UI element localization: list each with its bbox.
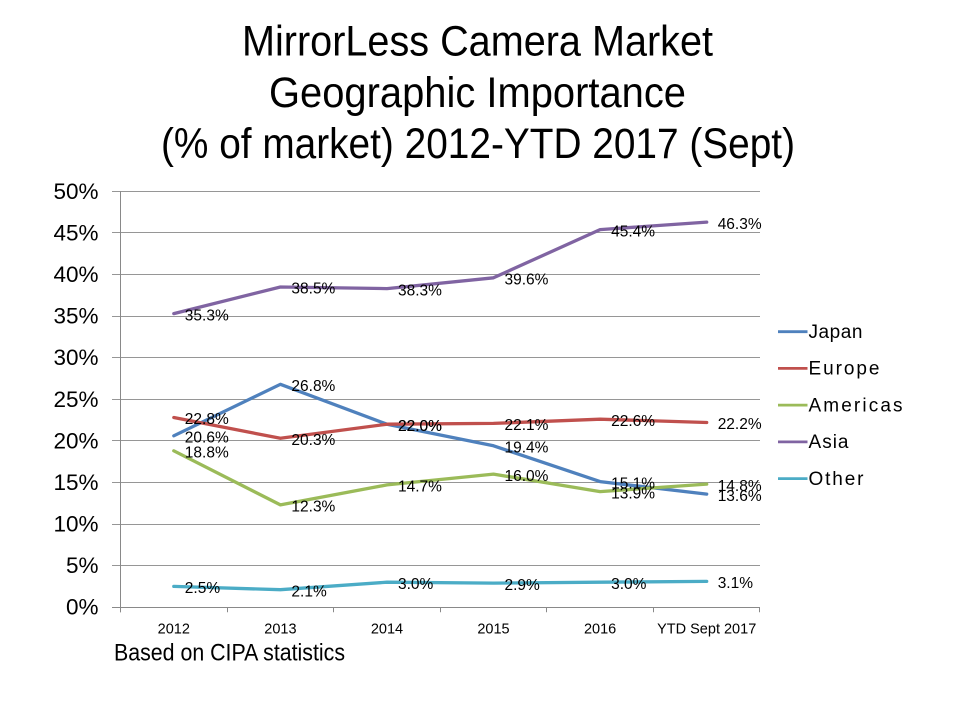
svg-text:2.9%: 2.9% xyxy=(505,577,541,594)
svg-text:22.6%: 22.6% xyxy=(611,413,655,430)
svg-text:14.7%: 14.7% xyxy=(398,479,442,496)
svg-text:46.3%: 46.3% xyxy=(718,216,762,233)
svg-text:30%: 30% xyxy=(53,345,98,370)
svg-text:18.8%: 18.8% xyxy=(185,445,229,462)
svg-text:5%: 5% xyxy=(66,553,99,578)
svg-text:15.1%: 15.1% xyxy=(611,475,655,492)
svg-text:20.3%: 20.3% xyxy=(291,432,335,449)
svg-text:22.2%: 22.2% xyxy=(718,416,762,433)
svg-text:13.6%: 13.6% xyxy=(718,488,762,505)
svg-text:Geographic Importance: Geographic Importance xyxy=(269,69,686,117)
svg-text:19.4%: 19.4% xyxy=(505,440,549,457)
svg-text:50%: 50% xyxy=(53,179,98,204)
svg-text:25%: 25% xyxy=(53,387,98,412)
svg-text:3.0%: 3.0% xyxy=(611,576,647,593)
svg-text:Americas: Americas xyxy=(809,395,903,416)
svg-text:12.3%: 12.3% xyxy=(291,499,335,516)
svg-text:2014: 2014 xyxy=(371,622,403,638)
svg-text:38.3%: 38.3% xyxy=(398,282,442,299)
svg-text:45%: 45% xyxy=(53,220,98,245)
svg-text:2.5%: 2.5% xyxy=(185,580,221,597)
svg-text:2012: 2012 xyxy=(158,622,190,638)
svg-text:26.8%: 26.8% xyxy=(291,378,335,395)
svg-text:2013: 2013 xyxy=(264,622,296,638)
svg-text:14.8%: 14.8% xyxy=(718,478,762,495)
svg-text:2015: 2015 xyxy=(477,622,509,638)
svg-text:39.6%: 39.6% xyxy=(505,272,549,289)
svg-text:22.1%: 22.1% xyxy=(505,417,549,434)
svg-text:YTD Sept 2017: YTD Sept 2017 xyxy=(657,622,756,638)
svg-text:13.9%: 13.9% xyxy=(611,485,655,502)
svg-text:20%: 20% xyxy=(53,428,98,453)
svg-text:0%: 0% xyxy=(66,595,99,620)
svg-text:Europe: Europe xyxy=(809,359,880,380)
svg-text:45.4%: 45.4% xyxy=(611,223,655,240)
svg-text:3.1%: 3.1% xyxy=(718,575,754,592)
svg-text:38.5%: 38.5% xyxy=(291,281,335,298)
svg-text:Asia: Asia xyxy=(809,432,849,453)
svg-text:22.0%: 22.0% xyxy=(398,418,442,435)
svg-text:22.8%: 22.8% xyxy=(185,411,229,428)
svg-text:16.0%: 16.0% xyxy=(505,468,549,485)
svg-text:10%: 10% xyxy=(53,512,98,537)
svg-text:35%: 35% xyxy=(53,304,98,329)
svg-text:22.0%: 22.0% xyxy=(398,418,442,435)
svg-text:3.0%: 3.0% xyxy=(398,576,434,593)
svg-text:35.3%: 35.3% xyxy=(185,307,229,324)
svg-text:2.1%: 2.1% xyxy=(291,583,327,600)
svg-text:Based on CIPA statistics: Based on CIPA statistics xyxy=(114,640,345,667)
svg-text:Japan: Japan xyxy=(809,322,863,343)
svg-text:MirrorLess Camera Market: MirrorLess Camera Market xyxy=(242,18,713,66)
svg-text:20.6%: 20.6% xyxy=(185,430,229,447)
svg-text:40%: 40% xyxy=(53,262,98,287)
svg-text:15%: 15% xyxy=(53,470,98,495)
svg-text:2016: 2016 xyxy=(584,622,616,638)
svg-text:Other: Other xyxy=(809,469,865,490)
svg-text:(% of market) 2012-YTD 2017 (S: (% of market) 2012-YTD 2017 (Sept) xyxy=(161,120,795,168)
